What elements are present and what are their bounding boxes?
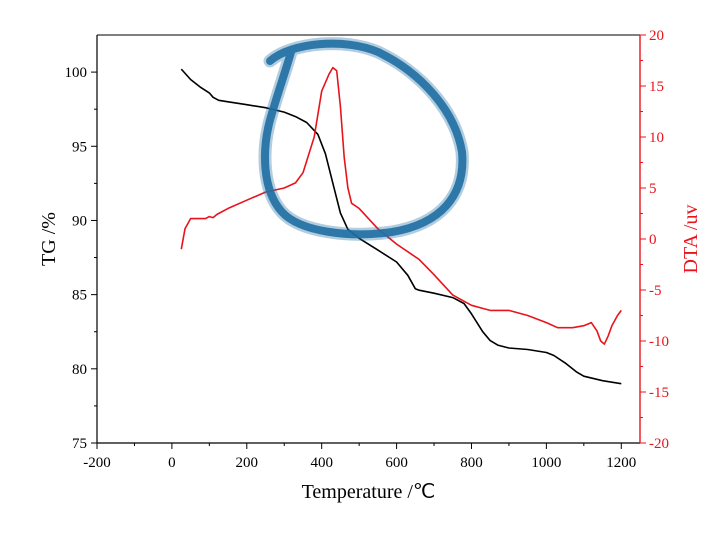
right-y-tick-label: 20 [649, 28, 664, 44]
x-tick-label: 400 [310, 455, 333, 471]
right-y-tick-label: -20 [649, 436, 669, 452]
left-y-tick-label: 75 [72, 436, 87, 452]
left-y-axis-title: TG /% [38, 212, 60, 266]
left-y-tick-label: 100 [65, 65, 88, 81]
left-y-tick-label: 80 [72, 362, 87, 378]
right-y-tick-label: 0 [649, 232, 657, 248]
x-tick-label: 1000 [531, 455, 561, 471]
annotation-stroke [261, 39, 467, 239]
x-axis-title: Temperature /℃ [302, 481, 436, 503]
plot-lines [180, 66, 622, 385]
left-y-tick-label: 85 [72, 288, 87, 304]
x-tick-label: 0 [168, 455, 176, 471]
hand-drawn-circle-annotation [258, 37, 469, 241]
x-tick-label: 800 [460, 455, 483, 471]
x-tick-label: 1200 [606, 455, 636, 471]
right-y-axis-title: DTA /uv [680, 205, 702, 274]
right-y-axis: -20 -15 -10 -5 0 5 10 15 20 [640, 28, 669, 452]
x-tick-label: 600 [385, 455, 408, 471]
left-y-axis: 75 80 85 90 95 100 [65, 65, 97, 452]
dta-curve [180, 66, 622, 345]
x-tick-label: 200 [236, 455, 259, 471]
right-y-tick-label: -5 [649, 283, 662, 299]
x-tick-label: -200 [83, 455, 111, 471]
right-y-tick-label: 10 [649, 130, 664, 146]
x-axis: -200 0 200 400 600 800 1000 1200 [83, 443, 636, 471]
right-y-tick-label: 15 [649, 79, 664, 95]
right-y-tick-label: 5 [649, 181, 657, 197]
annotation-stroke-halo [258, 37, 469, 241]
right-y-tick-label: -15 [649, 385, 669, 401]
left-y-tick-label: 95 [72, 139, 87, 155]
left-y-tick-label: 90 [72, 213, 87, 229]
tg-curve [180, 68, 622, 385]
right-y-tick-label: -10 [649, 334, 669, 350]
